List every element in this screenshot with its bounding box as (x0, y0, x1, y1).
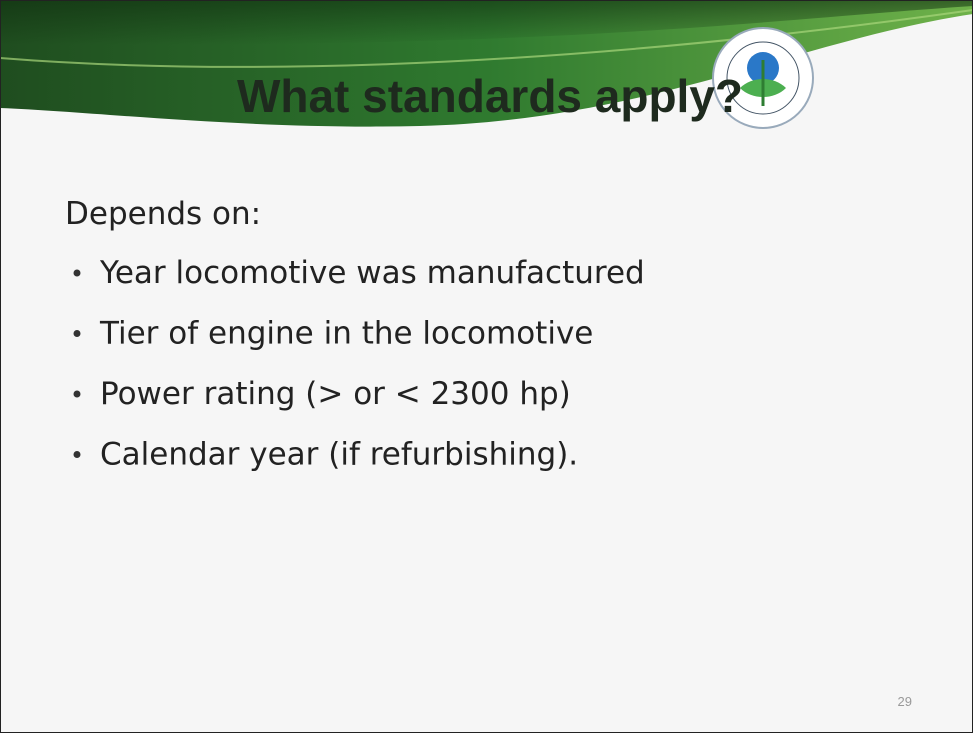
logo (712, 27, 814, 129)
bullet-dot (73, 451, 81, 458)
bullet-list: Year locomotive was manufactured Tier of … (73, 255, 645, 473)
bullet-text: Power rating (> or < 2300 hp) (100, 376, 571, 412)
bullet-text: Tier of engine in the locomotive (99, 316, 593, 352)
bullet-text: Year locomotive was manufactured (99, 255, 645, 291)
intro-text: Depends on: (65, 196, 261, 232)
bullet-dot (73, 269, 81, 277)
bullet-dot (73, 390, 81, 398)
header-shade (0, 0, 973, 45)
bullet-text: Calendar year (if refurbishing). (100, 437, 578, 473)
slide-title: What standards apply? (237, 70, 743, 122)
page-number: 29 (898, 694, 912, 709)
bullet-dot (73, 330, 81, 337)
